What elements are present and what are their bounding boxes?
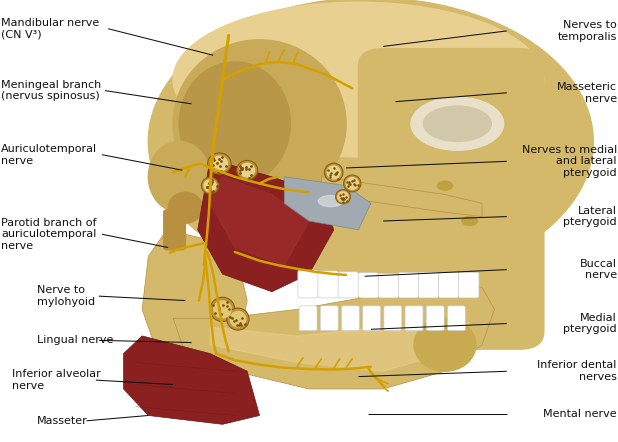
FancyBboxPatch shape <box>438 272 459 298</box>
Ellipse shape <box>148 0 593 285</box>
FancyBboxPatch shape <box>338 272 358 298</box>
Ellipse shape <box>462 217 477 225</box>
FancyBboxPatch shape <box>459 272 479 298</box>
FancyBboxPatch shape <box>299 306 317 331</box>
Text: Mandibular nerve
(CN V³): Mandibular nerve (CN V³) <box>1 18 99 39</box>
Text: Masseter: Masseter <box>37 416 88 426</box>
Text: Nerves to medial
and lateral
pterygoid: Nerves to medial and lateral pterygoid <box>522 145 617 178</box>
Ellipse shape <box>328 166 340 179</box>
Ellipse shape <box>437 181 452 190</box>
Text: Nerves to
temporalis: Nerves to temporalis <box>557 20 617 42</box>
Ellipse shape <box>211 156 227 171</box>
Polygon shape <box>198 159 334 292</box>
FancyBboxPatch shape <box>363 306 381 331</box>
Text: Buccal
nerve: Buccal nerve <box>580 259 617 280</box>
FancyBboxPatch shape <box>447 306 465 331</box>
Ellipse shape <box>173 2 544 157</box>
FancyBboxPatch shape <box>384 306 402 331</box>
Text: Mental nerve: Mental nerve <box>543 409 617 419</box>
FancyBboxPatch shape <box>342 306 360 331</box>
Text: Lateral
pterygoid: Lateral pterygoid <box>563 206 617 227</box>
FancyBboxPatch shape <box>318 271 338 298</box>
FancyBboxPatch shape <box>298 270 318 298</box>
Text: Medial
pterygoid: Medial pterygoid <box>563 313 617 334</box>
FancyBboxPatch shape <box>405 306 423 331</box>
FancyBboxPatch shape <box>418 272 439 298</box>
FancyBboxPatch shape <box>358 49 544 349</box>
Ellipse shape <box>204 180 216 191</box>
FancyBboxPatch shape <box>164 210 185 250</box>
Ellipse shape <box>230 311 246 327</box>
Text: Masseteric
nerve: Masseteric nerve <box>557 82 617 103</box>
Ellipse shape <box>201 177 219 194</box>
Polygon shape <box>142 230 247 371</box>
Ellipse shape <box>173 40 346 208</box>
Ellipse shape <box>208 153 231 174</box>
FancyBboxPatch shape <box>426 306 444 331</box>
Ellipse shape <box>423 106 491 141</box>
Ellipse shape <box>338 192 348 202</box>
FancyBboxPatch shape <box>358 273 378 298</box>
FancyBboxPatch shape <box>398 272 418 298</box>
Text: Meningeal branch
(nervus spinosus): Meningeal branch (nervus spinosus) <box>1 80 101 101</box>
Text: Lingual nerve: Lingual nerve <box>37 335 114 345</box>
Ellipse shape <box>237 160 258 180</box>
Polygon shape <box>210 177 309 265</box>
Ellipse shape <box>318 195 343 206</box>
FancyBboxPatch shape <box>320 306 338 331</box>
Ellipse shape <box>240 164 255 177</box>
Ellipse shape <box>414 318 476 371</box>
Ellipse shape <box>346 178 358 189</box>
Polygon shape <box>173 283 494 389</box>
Text: Nerve to
mylohyoid: Nerve to mylohyoid <box>37 286 95 307</box>
Ellipse shape <box>411 97 504 150</box>
Ellipse shape <box>344 175 361 192</box>
FancyBboxPatch shape <box>378 274 399 298</box>
Ellipse shape <box>324 163 343 182</box>
Ellipse shape <box>179 62 290 186</box>
Polygon shape <box>210 323 470 371</box>
Ellipse shape <box>148 141 210 212</box>
Polygon shape <box>124 336 260 424</box>
Ellipse shape <box>214 301 231 318</box>
Text: Auriculotemporal
nerve: Auriculotemporal nerve <box>1 144 98 165</box>
Text: Inferior dental
nerves: Inferior dental nerves <box>538 361 617 382</box>
Ellipse shape <box>227 308 249 330</box>
Ellipse shape <box>210 297 235 322</box>
Ellipse shape <box>168 192 202 223</box>
Text: Inferior alveolar
nerve: Inferior alveolar nerve <box>12 370 101 391</box>
Text: Parotid branch of
auriculotemporal
nerve: Parotid branch of auriculotemporal nerve <box>1 217 97 251</box>
FancyBboxPatch shape <box>80 0 618 442</box>
Ellipse shape <box>336 190 350 204</box>
Polygon shape <box>321 177 482 217</box>
Polygon shape <box>284 177 371 230</box>
